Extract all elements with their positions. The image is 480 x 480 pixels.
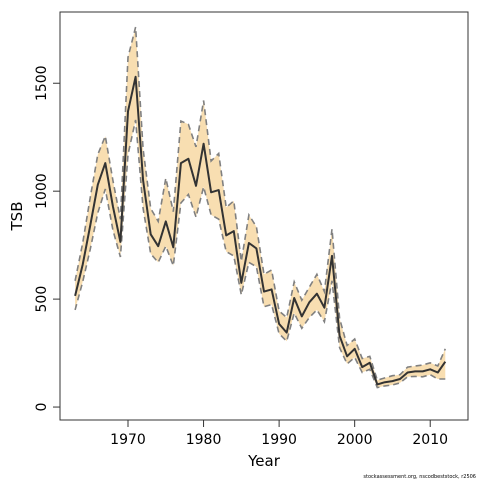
footer-credit: stockassessment.org, nscodbeststock, r25…	[363, 474, 476, 480]
x-axis-title: Year	[247, 452, 281, 470]
upper-bound-line	[74, 26, 447, 382]
y-tick-label: 1500	[34, 65, 50, 101]
confidence-band	[75, 27, 446, 388]
y-axis-title: TSB	[8, 202, 26, 232]
y-tick-label: 1000	[34, 173, 50, 209]
x-tick-label: 1980	[186, 432, 222, 448]
y-tick-label: 500	[34, 286, 50, 313]
confidence-band-group	[74, 26, 447, 389]
x-tick-label: 1970	[110, 432, 146, 448]
lower-bound-line	[74, 119, 446, 389]
estimate-line	[74, 75, 447, 386]
x-tick-label: 2000	[337, 432, 373, 448]
x-axis: 1970 1980 1990 2000 2010	[110, 420, 448, 448]
y-axis: 0 500 1000 1500	[34, 65, 60, 412]
y-tick-label: 0	[34, 403, 50, 412]
plot-frame	[59, 11, 469, 421]
x-tick-label: 1990	[261, 432, 297, 448]
x-tick-label: 2010	[412, 432, 448, 448]
